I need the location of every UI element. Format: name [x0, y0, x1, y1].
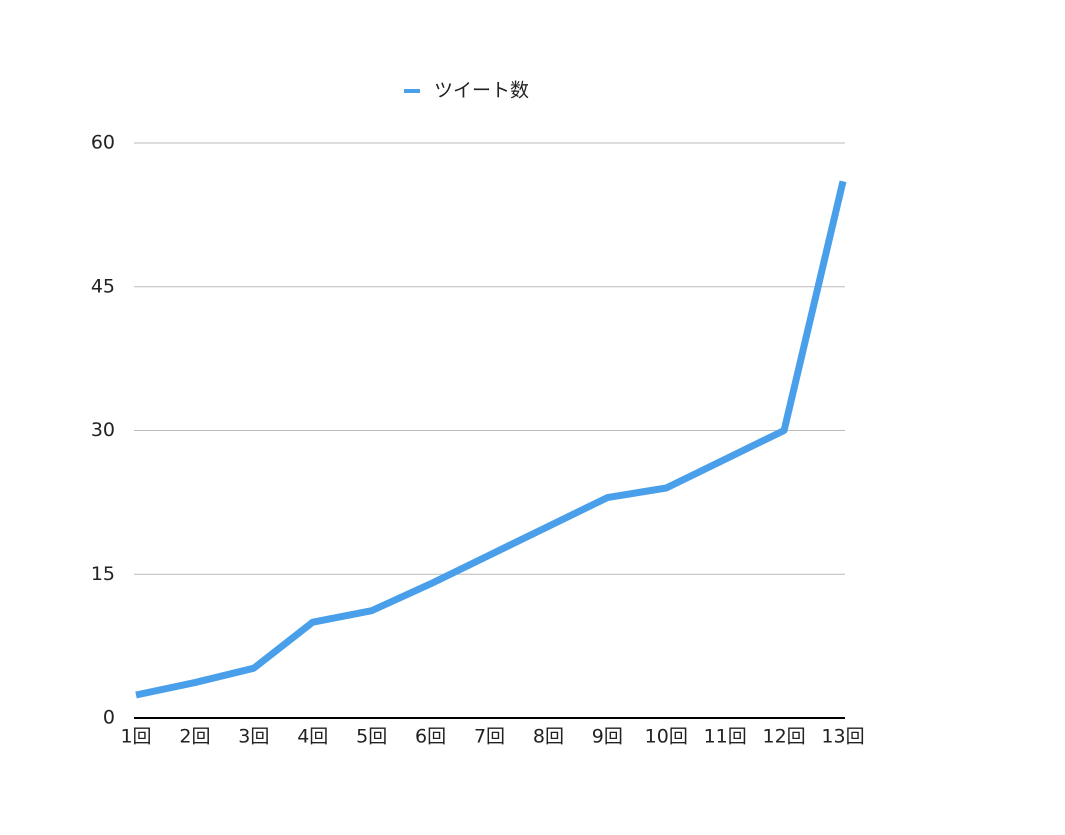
- y-tick-label: 30: [91, 419, 115, 441]
- y-tick-label: 60: [91, 132, 115, 154]
- x-tick-label: 13回: [821, 726, 864, 748]
- x-tick-label: 10回: [645, 726, 688, 748]
- line-series: [135, 180, 847, 699]
- y-tick-label: 45: [91, 275, 115, 297]
- x-tick-label: 11回: [704, 726, 747, 748]
- x-tick-label: 4回: [297, 726, 328, 748]
- x-tick-label: 12回: [762, 726, 805, 748]
- x-tick-label: 6回: [415, 726, 446, 748]
- x-tick-label: 8回: [533, 726, 564, 748]
- x-tick-label: 7回: [474, 726, 505, 748]
- y-tick-label: 15: [91, 563, 115, 585]
- y-tick-label: 0: [103, 707, 115, 729]
- x-tick-label: 9回: [592, 726, 623, 748]
- x-tick-label: 2回: [179, 726, 210, 748]
- legend-label: ツイート数: [434, 80, 529, 102]
- x-tick-label: 1回: [120, 726, 151, 748]
- x-tick-label: 5回: [356, 726, 387, 748]
- x-tick-label: 3回: [238, 726, 269, 748]
